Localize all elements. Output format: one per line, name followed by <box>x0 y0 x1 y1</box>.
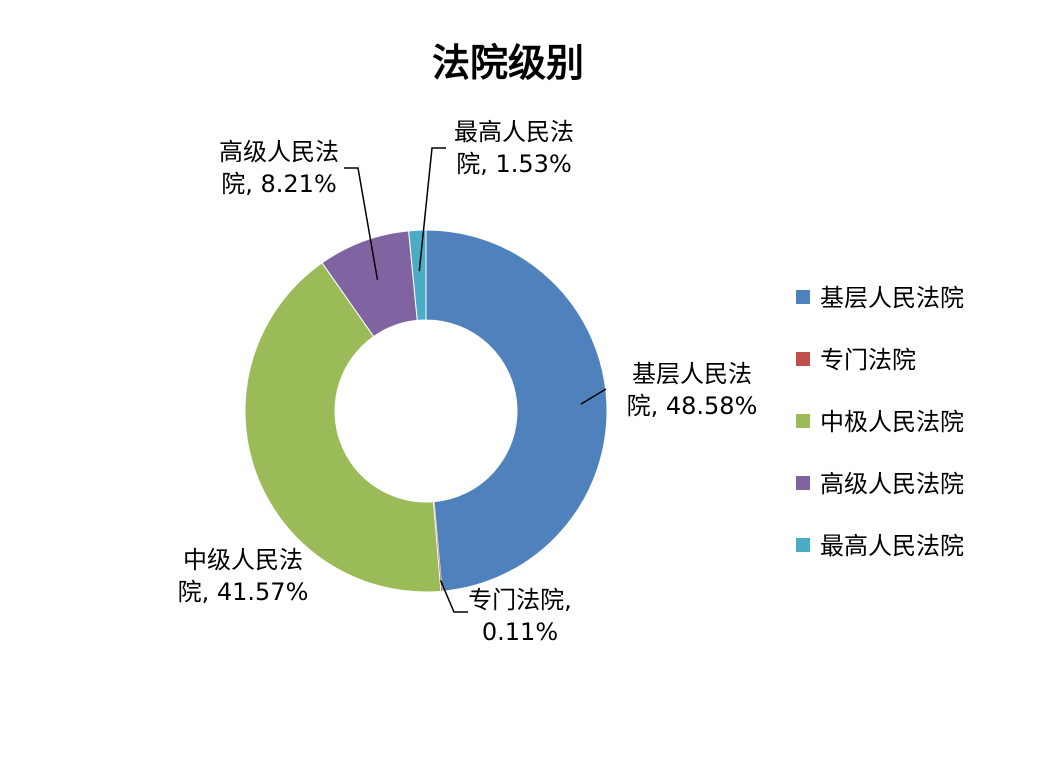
legend-label-2: 专门法院 <box>820 346 916 374</box>
slice-3 <box>244 262 442 593</box>
slice-1 <box>425 229 608 592</box>
data-label-2: 专门法院, 0.11% <box>468 586 572 646</box>
chart-title: 法院级别 <box>432 41 584 85</box>
legend-swatch-4 <box>796 476 810 490</box>
leader-line-1 <box>580 388 607 405</box>
legend-label-3: 中极人民法院 <box>820 408 964 436</box>
legend-label-5: 最高人民法院 <box>820 532 964 560</box>
legend-swatch-2 <box>796 352 810 366</box>
legend-swatch-5 <box>796 538 810 552</box>
data-label-3: 中级人民法院, 41.57% <box>178 546 309 606</box>
leader-lines <box>344 147 607 613</box>
leader-line-5 <box>418 147 446 272</box>
legend-label-4: 高级人民法院 <box>820 470 964 498</box>
data-labels: 基层人民法院, 48.58% 专门法院, 0.11% 中级人民法院, 41.57% 高级… <box>178 118 758 646</box>
data-label-5: 最高人民法院, 1.53% <box>454 118 574 178</box>
data-label-1: 基层人民法院, 48.58% <box>627 360 758 420</box>
legend-label-1: 基层人民法院 <box>820 284 964 312</box>
legend-swatch-3 <box>796 414 810 428</box>
leader-line-4 <box>344 167 379 280</box>
donut-slices <box>244 229 608 593</box>
legend-swatch-1 <box>796 290 810 304</box>
leader-line-2 <box>439 580 468 613</box>
data-label-4: 高级人民法院, 8.21% <box>219 138 339 198</box>
